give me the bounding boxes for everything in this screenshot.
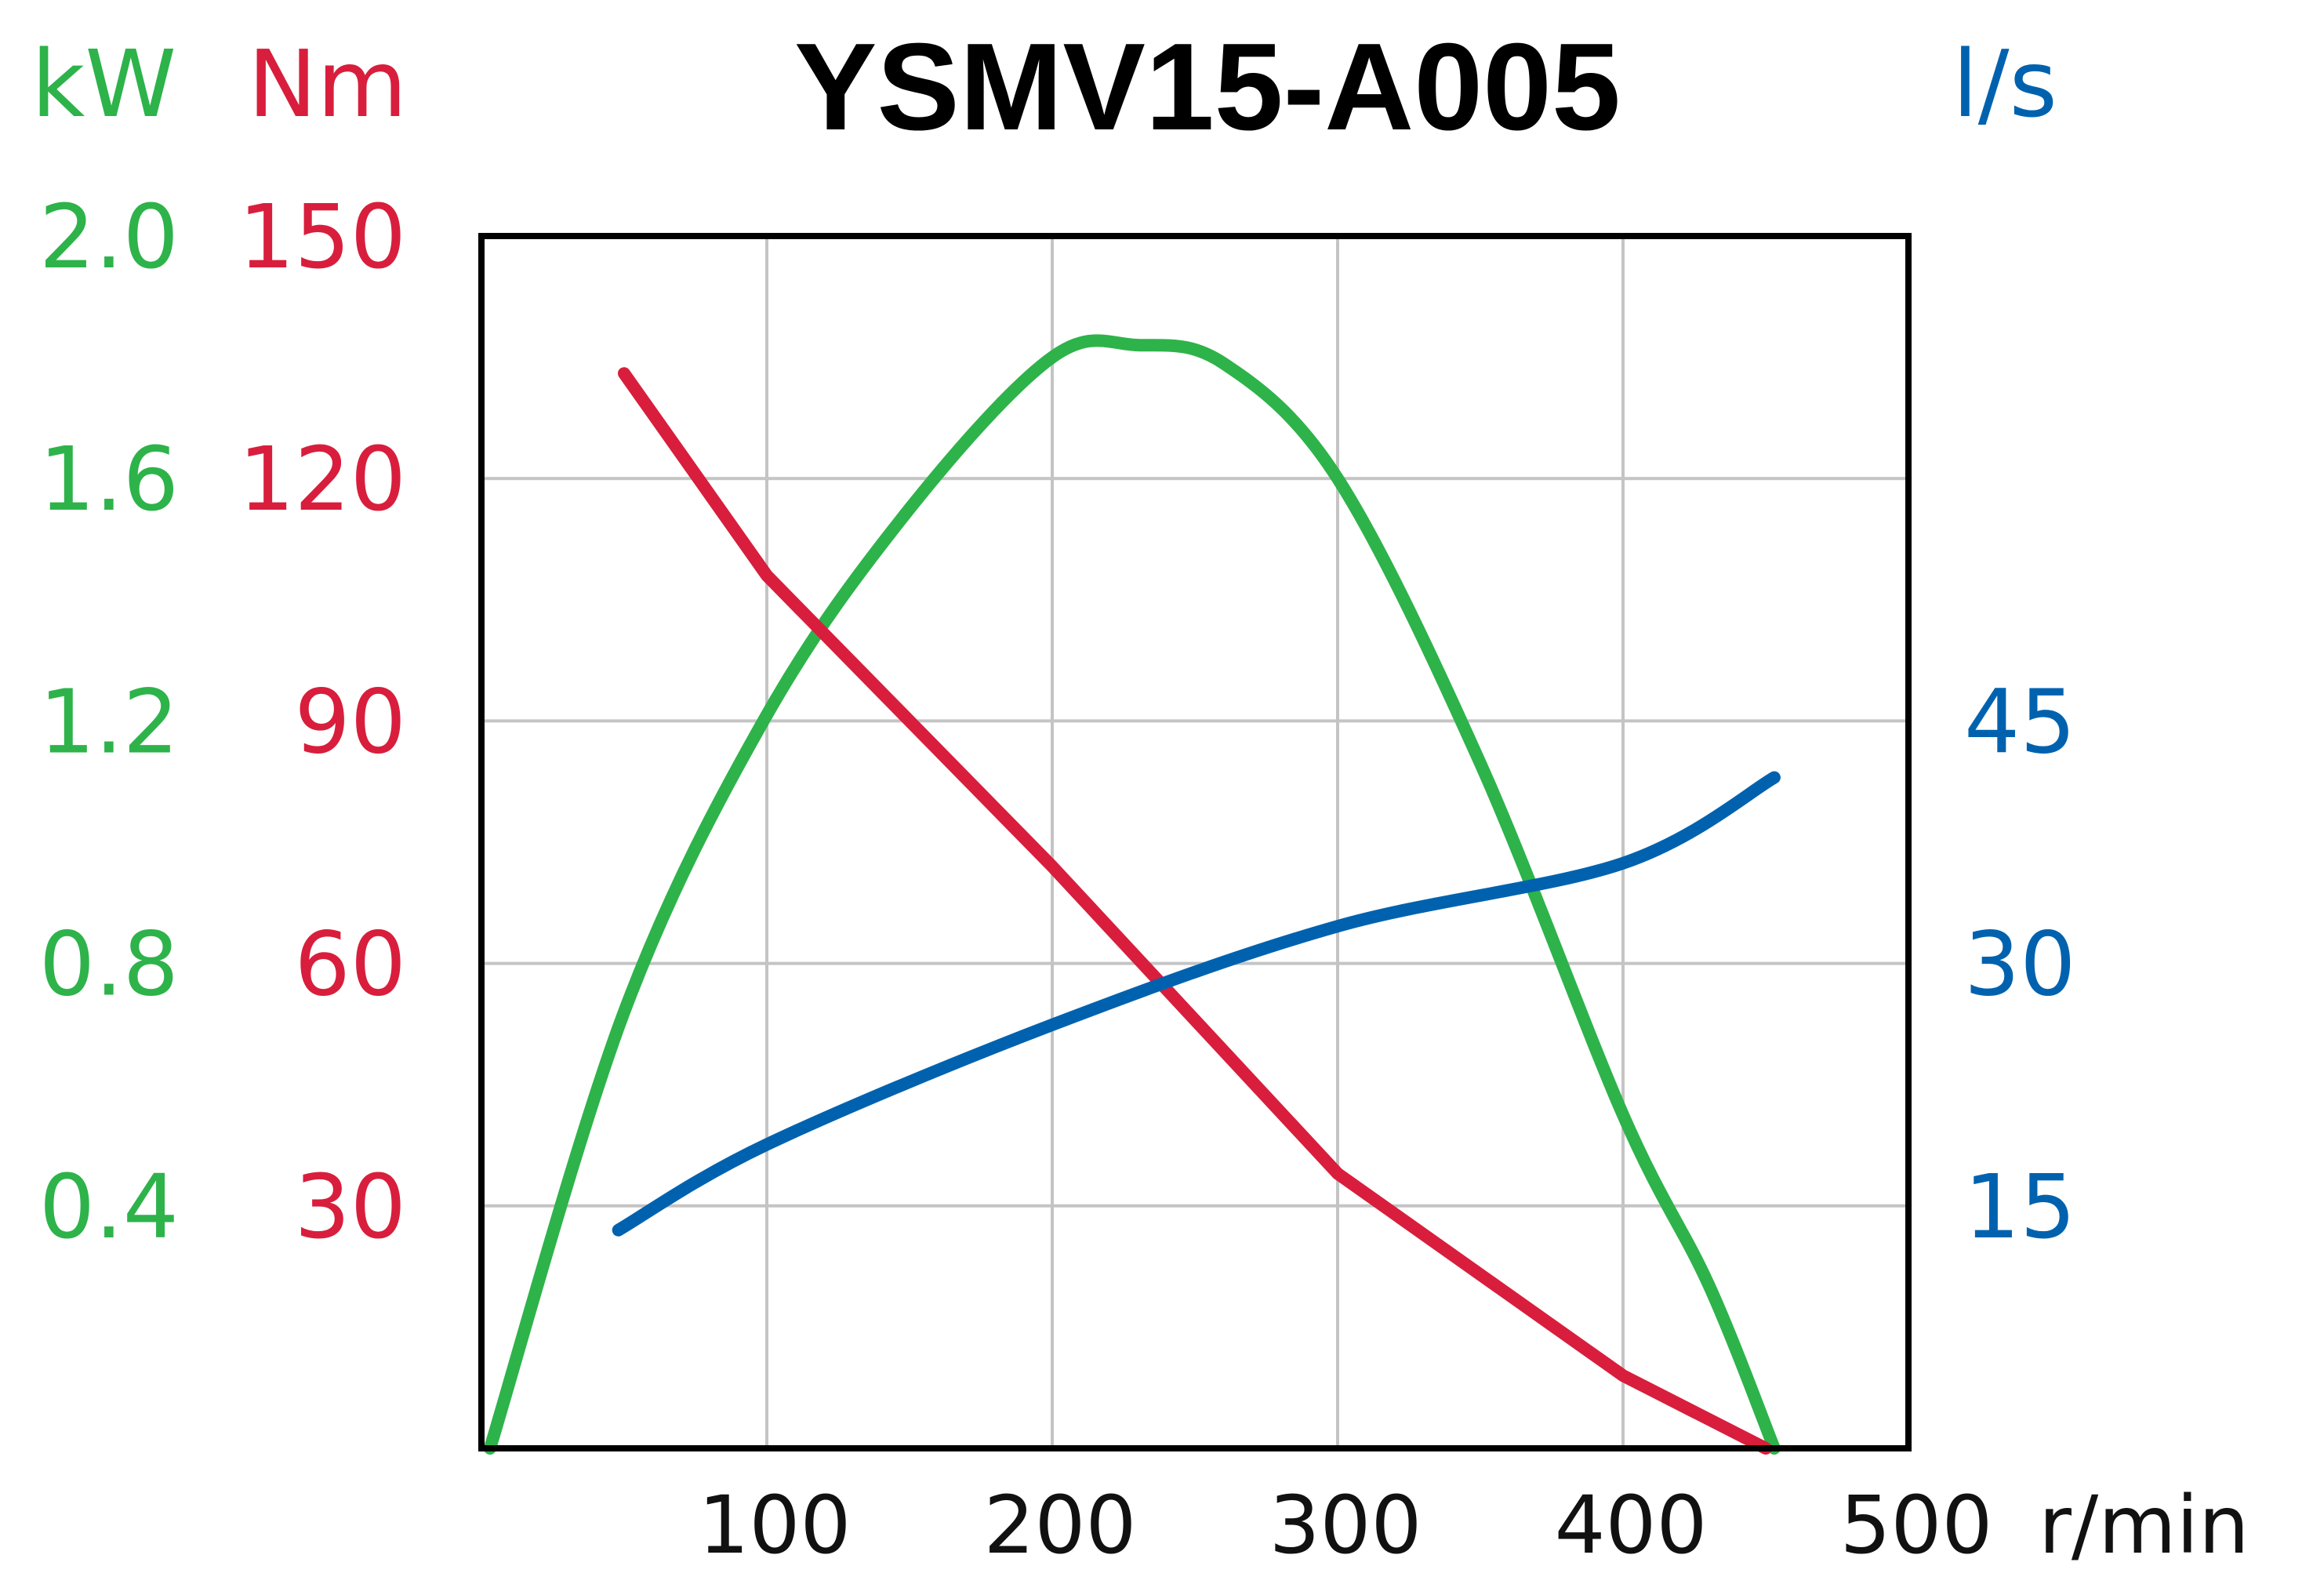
power-tick-label: 1.6	[39, 429, 179, 531]
torque-curve	[618, 367, 1772, 1455]
x-tick-label: 100	[699, 1479, 852, 1572]
x-tick-label: 500	[1840, 1479, 1993, 1572]
power-unit-label: kW	[31, 30, 176, 138]
x-axis-label: r/min	[2039, 1479, 2250, 1572]
flow-tick-label: 30	[1964, 914, 2076, 1016]
power-tick-label: 0.4	[39, 1157, 179, 1259]
flow-tick-label: 15	[1964, 1157, 2076, 1259]
flow-tick-label: 45	[1964, 671, 2076, 773]
grid	[481, 236, 1908, 1448]
torque-axis-ticks: 30 60 90 120 150	[238, 187, 406, 1259]
power-tick-label: 0.8	[39, 914, 179, 1016]
x-tick-label: 300	[1269, 1479, 1422, 1572]
torque-tick-label: 60	[294, 914, 406, 1016]
flow-unit-label: l/s	[1952, 30, 2057, 138]
power-tick-label: 1.2	[39, 671, 179, 773]
x-tick-label: 200	[984, 1479, 1137, 1572]
torque-tick-label: 150	[238, 187, 406, 289]
torque-unit-label: Nm	[248, 30, 407, 138]
power-axis-ticks: 0.4 0.8 1.2 1.6 2.0	[39, 187, 179, 1259]
power-tick-label: 2.0	[39, 187, 179, 289]
plot-frame	[478, 233, 1912, 1451]
torque-tick-label: 120	[238, 429, 406, 531]
chart-title: YSMV15-A005	[794, 18, 1621, 156]
x-tick-label: 400	[1555, 1479, 1708, 1572]
series-group	[483, 334, 1781, 1455]
flow-curve	[612, 771, 1781, 1237]
torque-tick-label: 90	[294, 671, 406, 773]
torque-tick-label: 30	[294, 1157, 406, 1259]
flow-axis-ticks: 15 30 45	[1964, 671, 2076, 1258]
x-axis-ticks: 100 200 300 400 500	[699, 1479, 1993, 1572]
power-curve	[483, 334, 1781, 1455]
